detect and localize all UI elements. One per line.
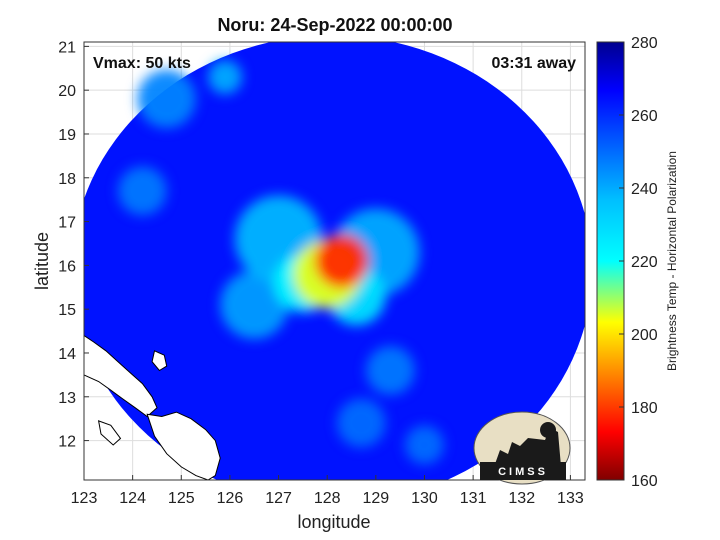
cold-feature (220, 270, 289, 339)
y-tick-label: 15 (58, 302, 76, 319)
cold-feature (118, 166, 167, 216)
coastline-samar (146, 411, 221, 480)
y-tick-label: 20 (58, 83, 76, 100)
plot-area: 123 124 125 126 127 128 129 130 131 132 133 12 13 14… (32, 39, 586, 532)
water-tower-icon (540, 422, 556, 438)
colorbar-tick-label: 200 (631, 327, 658, 344)
cold-feature (336, 398, 386, 448)
x-tick-label: 132 (508, 490, 535, 507)
x-tick-label: 123 (71, 490, 98, 507)
x-tick-label: 125 (168, 490, 195, 507)
cold-feature (315, 234, 369, 288)
cold-feature (405, 425, 444, 465)
coastline-catanduanes (151, 350, 168, 372)
time-away-annotation: 03:31 away (491, 55, 576, 72)
colorbar-tick-label: 160 (631, 473, 658, 490)
logo-text: CIMSS (498, 466, 548, 478)
colorbar: 160 180 200 220 240 260 280 Brightness Temp - … (596, 35, 679, 490)
x-tick-label: 130 (411, 490, 438, 507)
vmax-annotation: Vmax: 50 kts (93, 55, 191, 72)
y-axis-ticks: 12 13 14 15 16 17 18 19 20 21 (58, 39, 89, 451)
y-tick-label: 16 (58, 258, 76, 275)
brightness-temp-swath (84, 42, 585, 480)
chart-title: Noru: 24-Sep-2022 00:00:00 (217, 15, 452, 35)
y-axis-label: latitude (32, 232, 52, 290)
colorbar-label: Brightness Temp - Horizontal Polarizatio… (665, 151, 679, 371)
x-axis-ticks: 123 124 125 126 127 128 129 130 131 132 133 (71, 475, 584, 507)
x-tick-label: 128 (314, 490, 341, 507)
colorbar-tick-label: 260 (631, 108, 658, 125)
coastline-masbate (97, 420, 122, 446)
cold-feature (366, 346, 415, 395)
swath-features (118, 60, 444, 465)
x-tick-label: 126 (217, 490, 244, 507)
y-tick-label: 13 (58, 390, 76, 407)
colorbar-tick-label: 180 (631, 400, 658, 417)
y-tick-label: 21 (58, 39, 76, 56)
coastlines (84, 334, 221, 480)
colorbar-tick-label: 220 (631, 254, 658, 271)
axes-frame (83, 41, 586, 481)
colorbar-tick-label: 280 (631, 35, 658, 52)
y-tick-label: 19 (58, 127, 76, 144)
x-tick-label: 127 (265, 490, 292, 507)
colorbar-ticks: 160 180 200 220 240 260 280 (619, 35, 658, 490)
cold-feature (137, 69, 196, 129)
coastline-luzon (84, 334, 158, 418)
y-tick-label: 17 (58, 215, 76, 232)
logo-banner (480, 462, 566, 480)
colorbar-tick-label: 240 (631, 181, 658, 198)
y-tick-label: 12 (58, 434, 76, 451)
y-tick-label: 14 (58, 346, 76, 363)
x-tick-label: 124 (119, 490, 146, 507)
cimss-logo: CIMSS (473, 411, 571, 485)
cold-feature (208, 60, 243, 95)
x-tick-label: 133 (557, 490, 584, 507)
x-axis-label: longitude (297, 512, 370, 532)
x-tick-label: 129 (362, 490, 389, 507)
y-tick-label: 18 (58, 171, 76, 188)
x-tick-label: 131 (460, 490, 487, 507)
